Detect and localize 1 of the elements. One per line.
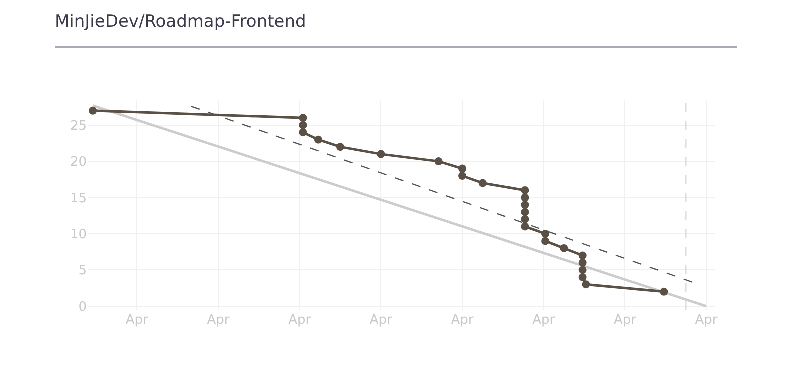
chart-title: MinJieDev/Roadmap-Frontend [55,12,306,32]
